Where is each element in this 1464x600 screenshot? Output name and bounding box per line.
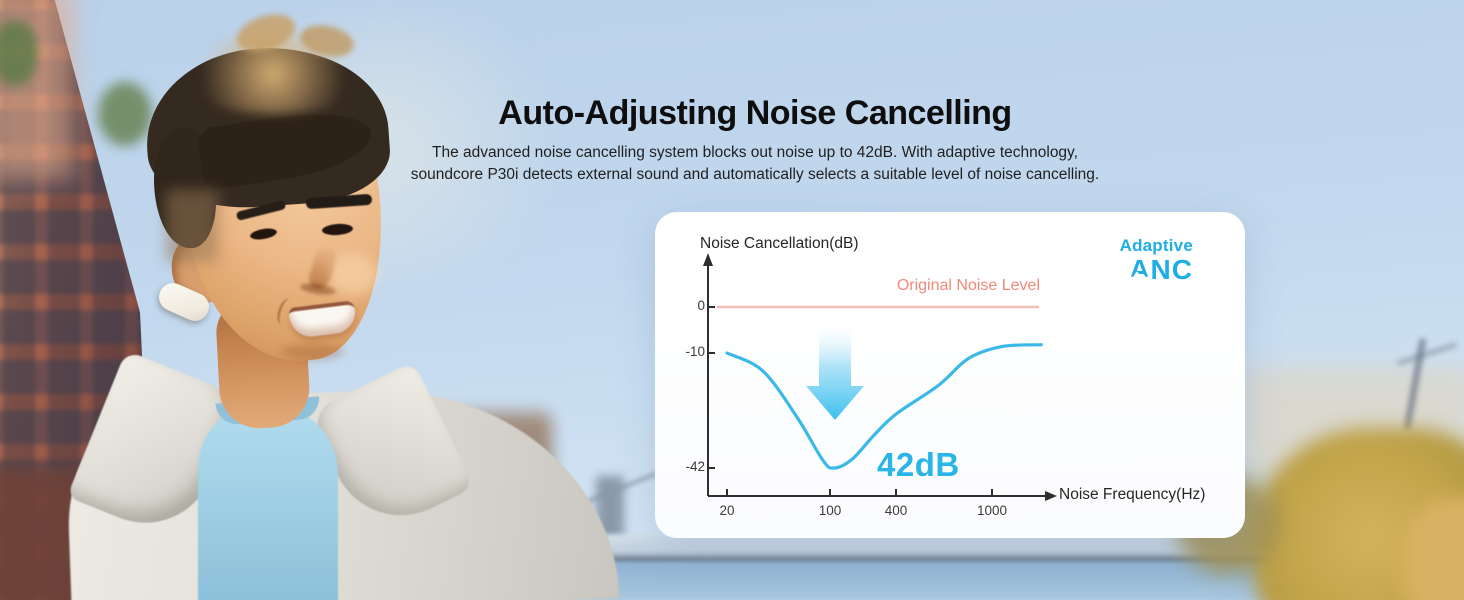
x-axis-title: Noise Frequency(Hz) bbox=[1059, 486, 1206, 503]
bridge-girder bbox=[540, 556, 1464, 566]
building-plant bbox=[98, 82, 152, 146]
chin-shadow bbox=[282, 344, 344, 360]
y-tick-label: -42 bbox=[685, 459, 705, 474]
subtitle-line-2: soundcore P30i detects external sound an… bbox=[410, 165, 1100, 183]
blue-tshirt bbox=[198, 404, 338, 600]
anc-chart-card: Noise Cancellation(dB) Adaptive ANC 0 -10… bbox=[655, 212, 1245, 538]
x-tick-label: 20 bbox=[719, 503, 735, 518]
page-title: Auto-Adjusting Noise Cancelling bbox=[498, 94, 1012, 132]
adaptive-anc-badge: Adaptive ANC bbox=[1093, 236, 1193, 284]
x-tick-label: 400 bbox=[884, 503, 908, 518]
chart-canvas bbox=[703, 253, 1057, 501]
headline-block: Auto-Adjusting Noise Cancelling The adva… bbox=[350, 92, 1160, 185]
subtitle: The advanced noise cancelling system blo… bbox=[350, 142, 1160, 185]
subtitle-line-1: The advanced noise cancelling system blo… bbox=[432, 144, 1078, 161]
badge-adaptive-label: Adaptive bbox=[1119, 236, 1193, 255]
pulse-waveform-icon bbox=[1128, 271, 1153, 284]
y-tick-label: 0 bbox=[697, 298, 705, 313]
cheek-highlight bbox=[330, 254, 378, 296]
building-plant bbox=[0, 20, 38, 86]
reference-line-label: Original Noise Level bbox=[896, 277, 1040, 294]
badge-anc-wrap: ANC bbox=[1128, 256, 1193, 284]
chart-title: Noise Cancellation(dB) bbox=[700, 235, 859, 252]
y-tick-label: -10 bbox=[685, 344, 705, 359]
max-cancellation-annotation: 42dB bbox=[877, 446, 960, 483]
x-tick-label: 1000 bbox=[976, 503, 1008, 518]
hair-fade bbox=[166, 190, 218, 262]
x-tick-label: 100 bbox=[818, 503, 842, 518]
